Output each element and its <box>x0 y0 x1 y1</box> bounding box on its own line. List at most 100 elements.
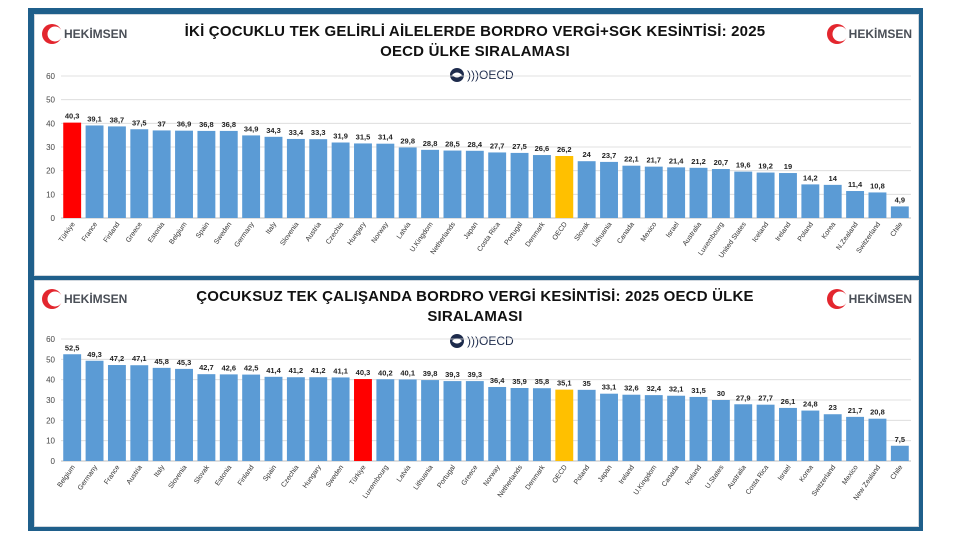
data-label: 40,3 <box>356 368 371 377</box>
bar <box>532 388 551 461</box>
x-tick-label: Sweden <box>325 464 345 489</box>
data-label: 29,8 <box>400 136 415 145</box>
oecd-logo: ))) OECD <box>449 67 514 83</box>
data-label: 41,1 <box>333 366 348 375</box>
bar <box>242 135 261 218</box>
x-tick-label: Czechia <box>325 221 345 246</box>
data-label: 42,7 <box>199 363 214 372</box>
bar <box>152 367 171 461</box>
crescent-icon <box>826 24 848 44</box>
data-label: 36,4 <box>490 376 505 385</box>
x-tick-label: Finland <box>103 221 122 244</box>
data-label: 34,9 <box>244 124 259 133</box>
data-label: 20,7 <box>714 158 729 167</box>
bar <box>354 379 372 461</box>
x-tick-label: Sweden <box>213 221 233 246</box>
data-label: 35 <box>582 379 590 388</box>
chart-title-bottom: ÇOCUKSUZ TEK ÇALIŞANDA BORDRO VERGİ KESİ… <box>135 287 815 327</box>
bar <box>398 147 417 218</box>
bar <box>286 377 305 461</box>
data-label: 41,4 <box>266 366 281 375</box>
data-label: 23,7 <box>602 151 617 160</box>
bar <box>376 379 395 461</box>
bar <box>510 388 529 461</box>
x-tick-label: Slovak <box>193 464 211 486</box>
x-tick-label: Estonia <box>147 221 166 244</box>
bar <box>801 410 820 461</box>
bar <box>197 374 216 461</box>
bar <box>555 155 574 218</box>
x-tick-label: Denmark <box>525 464 547 492</box>
bar <box>130 129 149 218</box>
y-tick-label: 0 <box>51 457 56 466</box>
data-label: 26,1 <box>781 397 796 406</box>
bar <box>85 360 104 461</box>
bar <box>644 166 663 218</box>
x-tick-label: Lithuania <box>413 464 435 491</box>
data-label: 39,1 <box>87 114 102 123</box>
bar <box>443 150 462 218</box>
chart-title-top: İKİ ÇOCUKLU TEK GELİRLİ AİLELERDE BORDRO… <box>135 22 815 62</box>
bar <box>868 192 887 218</box>
x-tick-label: Italy <box>153 464 166 479</box>
x-tick-label: U.Kingdom <box>633 464 659 497</box>
data-label: 22,1 <box>624 155 639 164</box>
bar <box>600 161 618 218</box>
data-label: 40,3 <box>65 112 80 121</box>
x-tick-label: Israel <box>777 464 793 482</box>
y-tick-label: 0 <box>51 214 56 223</box>
y-tick-label: 30 <box>46 143 55 152</box>
data-label: 20,8 <box>870 408 885 417</box>
bar <box>801 184 820 218</box>
x-tick-label: Italy <box>265 221 278 236</box>
data-label: 7,5 <box>895 435 905 444</box>
x-tick-label: Estonia <box>214 464 233 487</box>
data-label: 27,7 <box>758 394 773 403</box>
x-tick-label: Ireland <box>775 221 793 243</box>
logo-text: HEKİMSEN <box>64 27 128 41</box>
data-label: 33,3 <box>311 128 326 137</box>
data-label: 19,2 <box>758 162 773 171</box>
bar <box>577 389 596 461</box>
x-tick-label: Poland <box>797 221 815 243</box>
bar <box>622 165 641 218</box>
data-label: 10,8 <box>870 181 885 190</box>
bar <box>734 171 753 218</box>
bar <box>868 418 887 461</box>
data-label: 39,3 <box>445 370 460 379</box>
bar <box>644 395 663 461</box>
bar <box>890 445 909 461</box>
x-tick-label: Portugal <box>436 464 457 490</box>
bar <box>465 150 484 218</box>
x-tick-label: France <box>103 464 121 486</box>
data-label: 31,4 <box>378 133 393 142</box>
data-label: 19 <box>784 162 792 171</box>
bar <box>85 125 104 218</box>
data-label: 39,3 <box>468 370 483 379</box>
x-tick-label: Chile <box>890 221 905 238</box>
y-tick-label: 20 <box>46 416 55 425</box>
x-tick-label: Lithuania <box>592 221 614 248</box>
data-label: 47,2 <box>110 354 125 363</box>
data-label: 36,8 <box>221 120 236 129</box>
data-label: 31,9 <box>333 132 348 141</box>
bar <box>823 414 842 461</box>
data-label: 23 <box>829 403 837 412</box>
logo-text: HEKİMSEN <box>64 292 128 306</box>
y-tick-label: 40 <box>46 376 55 385</box>
logo-text: HEKİMSEN <box>848 292 912 306</box>
bar <box>532 155 551 218</box>
bar <box>600 393 618 461</box>
x-tick-label: Germany <box>234 221 257 249</box>
bar <box>846 191 865 218</box>
x-tick-label: Chile <box>890 464 905 481</box>
x-tick-label: Switzerland <box>811 464 838 498</box>
data-label: 36,8 <box>199 120 214 129</box>
bar <box>197 130 216 218</box>
bar <box>734 404 753 461</box>
chart-title-line1: ÇOCUKSUZ TEK ÇALIŞANDA BORDRO VERGİ KESİ… <box>196 288 754 305</box>
x-tick-label: Austria <box>305 221 323 243</box>
x-tick-label: Mexico <box>640 221 659 243</box>
x-tick-label: Costa Rica <box>745 464 770 496</box>
bar <box>779 407 797 461</box>
